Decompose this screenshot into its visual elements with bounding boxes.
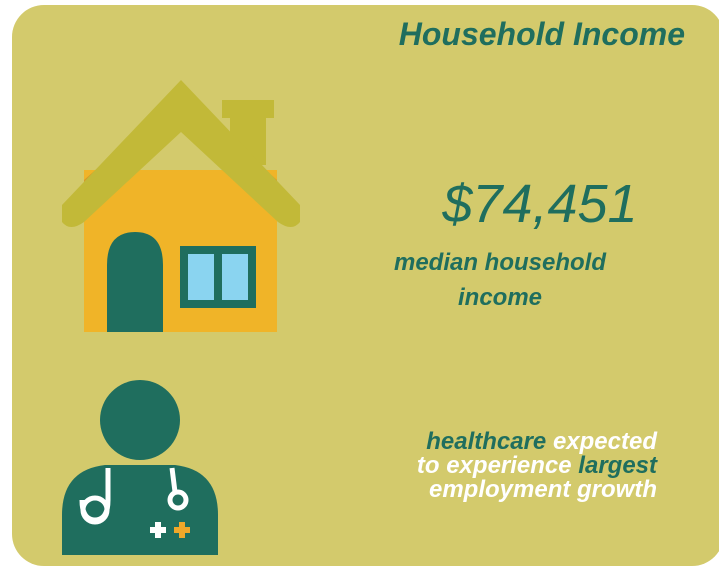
caption-line: median household [394, 249, 607, 276]
house-icon [62, 80, 300, 332]
income-caption: median household income [394, 249, 607, 311]
growth-segment: healthcare [426, 428, 546, 455]
growth-segment: largest [578, 452, 658, 479]
doctor-icon [62, 380, 218, 555]
title: Household Income [399, 16, 685, 52]
caption-line: income [458, 284, 542, 311]
growth-segment: employment growth [429, 476, 657, 503]
growth-note: healthcare expected to experience largest… [417, 428, 658, 503]
growth-segment: to experience [417, 452, 578, 479]
growth-segment: expected [546, 428, 658, 455]
card-background [12, 5, 719, 566]
income-value: $74,451 [441, 174, 637, 234]
